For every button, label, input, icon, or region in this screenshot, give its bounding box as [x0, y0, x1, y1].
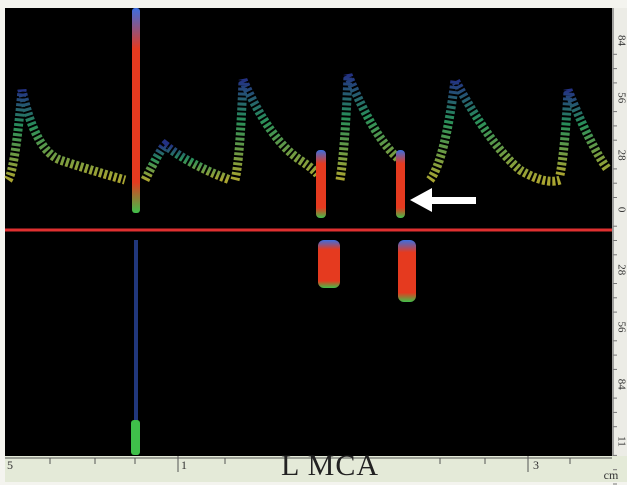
velocity-label: 84: [615, 379, 627, 391]
velocity-label: 56: [615, 92, 627, 104]
velocity-label: 28: [615, 150, 627, 162]
depth-label: 3: [533, 458, 539, 472]
velocity-label: 56: [615, 322, 627, 334]
velocity-label: 28: [615, 264, 627, 276]
depth-label: 1: [181, 458, 187, 472]
velocity-label: 0: [615, 207, 627, 213]
vessel-label: L MCA: [281, 449, 379, 482]
velocity-label: 11: [615, 436, 627, 447]
doppler-screen: 84 56 28 0 28 56 84 11 5 1 3 cm L MCA: [0, 0, 627, 485]
depth-unit: cm: [604, 468, 619, 482]
velocity-label: 84: [615, 35, 627, 47]
spectrum-area: [5, 8, 612, 456]
depth-label: 5: [7, 458, 13, 472]
